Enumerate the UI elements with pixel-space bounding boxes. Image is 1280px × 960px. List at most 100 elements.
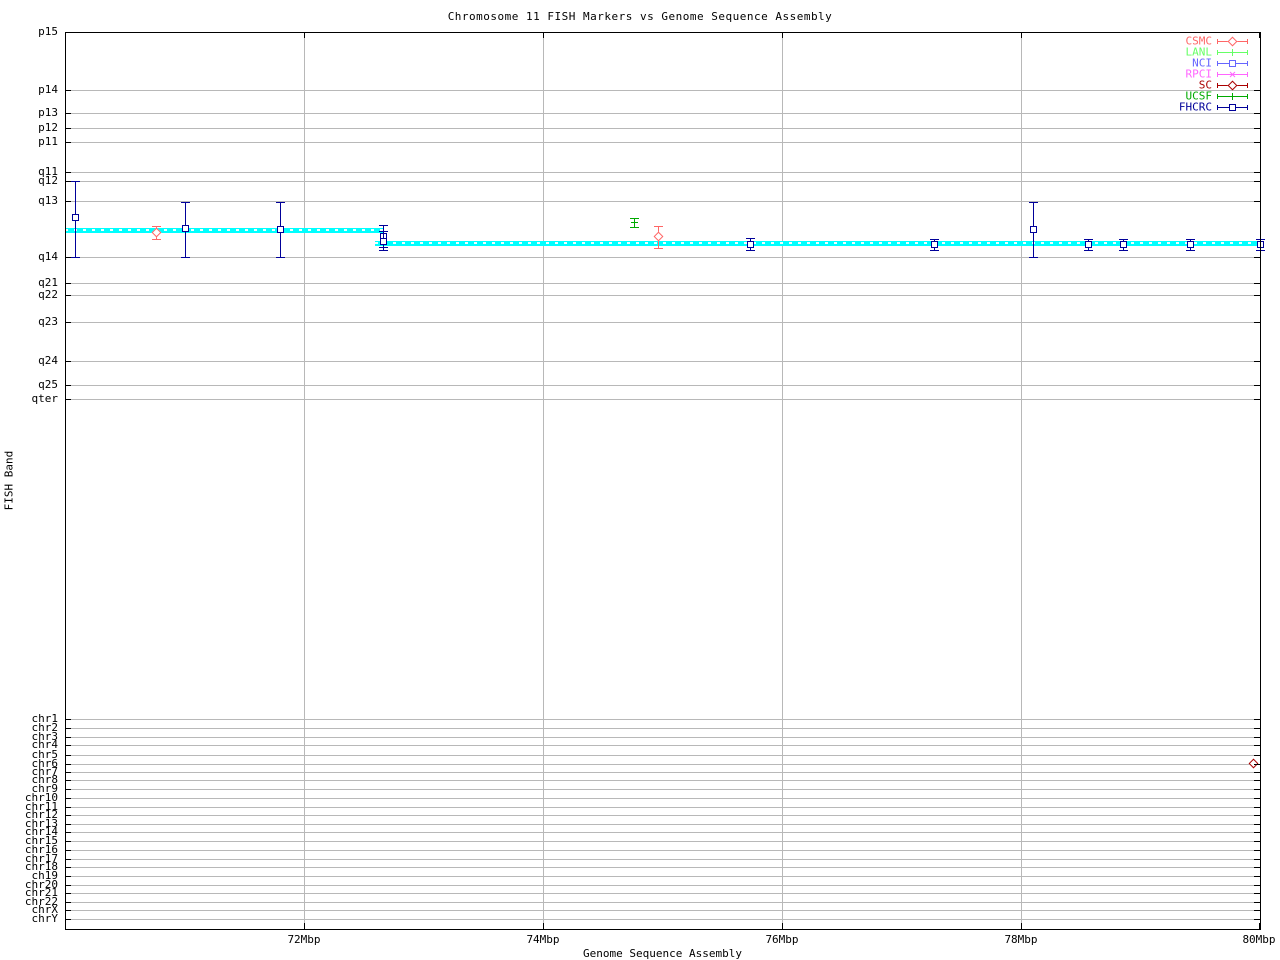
left-tick [65,32,71,33]
band-label-chr1: chr1 [31,712,59,725]
errorbar-cap [930,239,939,240]
band-label-chr3: chr3 [31,730,59,743]
right-tick [1254,772,1260,773]
left-tick [65,322,71,323]
band-label-chr2: chr2 [31,721,59,734]
band-label-q13: q13 [38,194,58,207]
band-gridline [66,824,1259,825]
left-tick [65,745,71,746]
band-label-q14: q14 [38,250,58,263]
band-gridline [66,832,1259,833]
band-label-chr12: chr12 [24,808,58,821]
right-tick [1254,283,1260,284]
left-tick [65,824,71,825]
right-tick [1254,850,1260,851]
band-label-chr16: chr16 [24,843,58,856]
left-tick [65,172,71,173]
errorbar-cap [654,226,663,227]
right-tick [1254,201,1260,202]
errorbar-cap [379,250,388,251]
right-tick [1254,780,1260,781]
errorbar-cap [1186,250,1195,251]
band-gridline [66,737,1259,738]
band-label-chr15: chr15 [24,834,58,847]
band-gridline [66,893,1259,894]
right-tick [1254,841,1260,842]
left-tick [65,764,71,765]
right-tick [1254,815,1260,816]
legend-label-LANL: LANL [1185,45,1213,59]
legend-sample-cap [1247,39,1248,44]
band-label-q25: q25 [38,378,58,391]
right-tick [1254,755,1260,756]
band-label-q24: q24 [38,354,58,367]
right-tick [1254,728,1260,729]
left-tick [65,885,71,886]
errorbar-cap [181,202,190,203]
errorbar-cap [379,225,388,226]
top-tick [1259,32,1260,38]
band-gridline [66,745,1259,746]
right-tick [1254,832,1260,833]
point-CSMC [653,231,664,242]
errorbar-cap [746,250,755,251]
band-label-q12: q12 [38,174,58,187]
band-label-chr14: chr14 [24,825,58,838]
errorbar-cap [379,231,388,232]
right-tick [1254,399,1260,400]
band-label-p11: p11 [38,135,58,148]
errorbar-cap [1029,257,1038,258]
legend-marker-CSMC [1227,36,1238,47]
legend-label-SC: SC [1198,78,1212,92]
band-label-chr20: chr20 [24,878,58,891]
band-gridline [66,728,1259,729]
band-gridline [66,128,1259,129]
right-tick [1254,876,1260,877]
mbp-label: 74Mbp [526,933,560,946]
top-tick [782,32,783,38]
band-gridline [66,172,1259,173]
right-tick [1254,824,1260,825]
right-tick [1254,737,1260,738]
top-tick [304,32,305,38]
errorbar-cap [746,238,755,239]
top-tick [1021,32,1022,38]
band-label-chr22: chr22 [24,895,58,908]
band-gridline [66,32,1259,33]
right-tick [1254,893,1260,894]
errorbar-cap [630,227,639,228]
right-tick [1254,745,1260,746]
band-label-chr10: chr10 [24,791,58,804]
band-label-chr18: chr18 [24,860,58,873]
left-tick [65,832,71,833]
legend-marker-RPCI [1228,70,1238,80]
band-gridline [66,807,1259,808]
band-gridline [66,385,1259,386]
left-tick [65,815,71,816]
band-gridline [66,142,1259,143]
right-tick [1254,807,1260,808]
bottom-tick [1259,923,1260,929]
errorbar-cap [1084,239,1093,240]
band-gridline [66,789,1259,790]
band-gridline [66,361,1259,362]
right-tick [1254,902,1260,903]
marker-stroke [634,219,635,226]
right-tick [1254,910,1260,911]
legend-sample-cap [1217,105,1218,110]
right-tick [1254,859,1260,860]
left-tick [65,850,71,851]
band-label-p14: p14 [38,83,58,96]
band-gridline [66,257,1259,258]
legend-marker-LANL [1229,49,1236,56]
left-tick [65,719,71,720]
band-label-ch19: ch19 [31,869,59,882]
point-FHCRC [931,241,938,248]
right-tick [1254,867,1260,868]
right-tick [1254,257,1260,258]
band-label-chrX: chrX [31,903,59,916]
legend-marker-NCI [1229,60,1236,67]
right-tick [1254,142,1260,143]
legend-sample-cap [1217,94,1218,99]
left-tick [65,283,71,284]
